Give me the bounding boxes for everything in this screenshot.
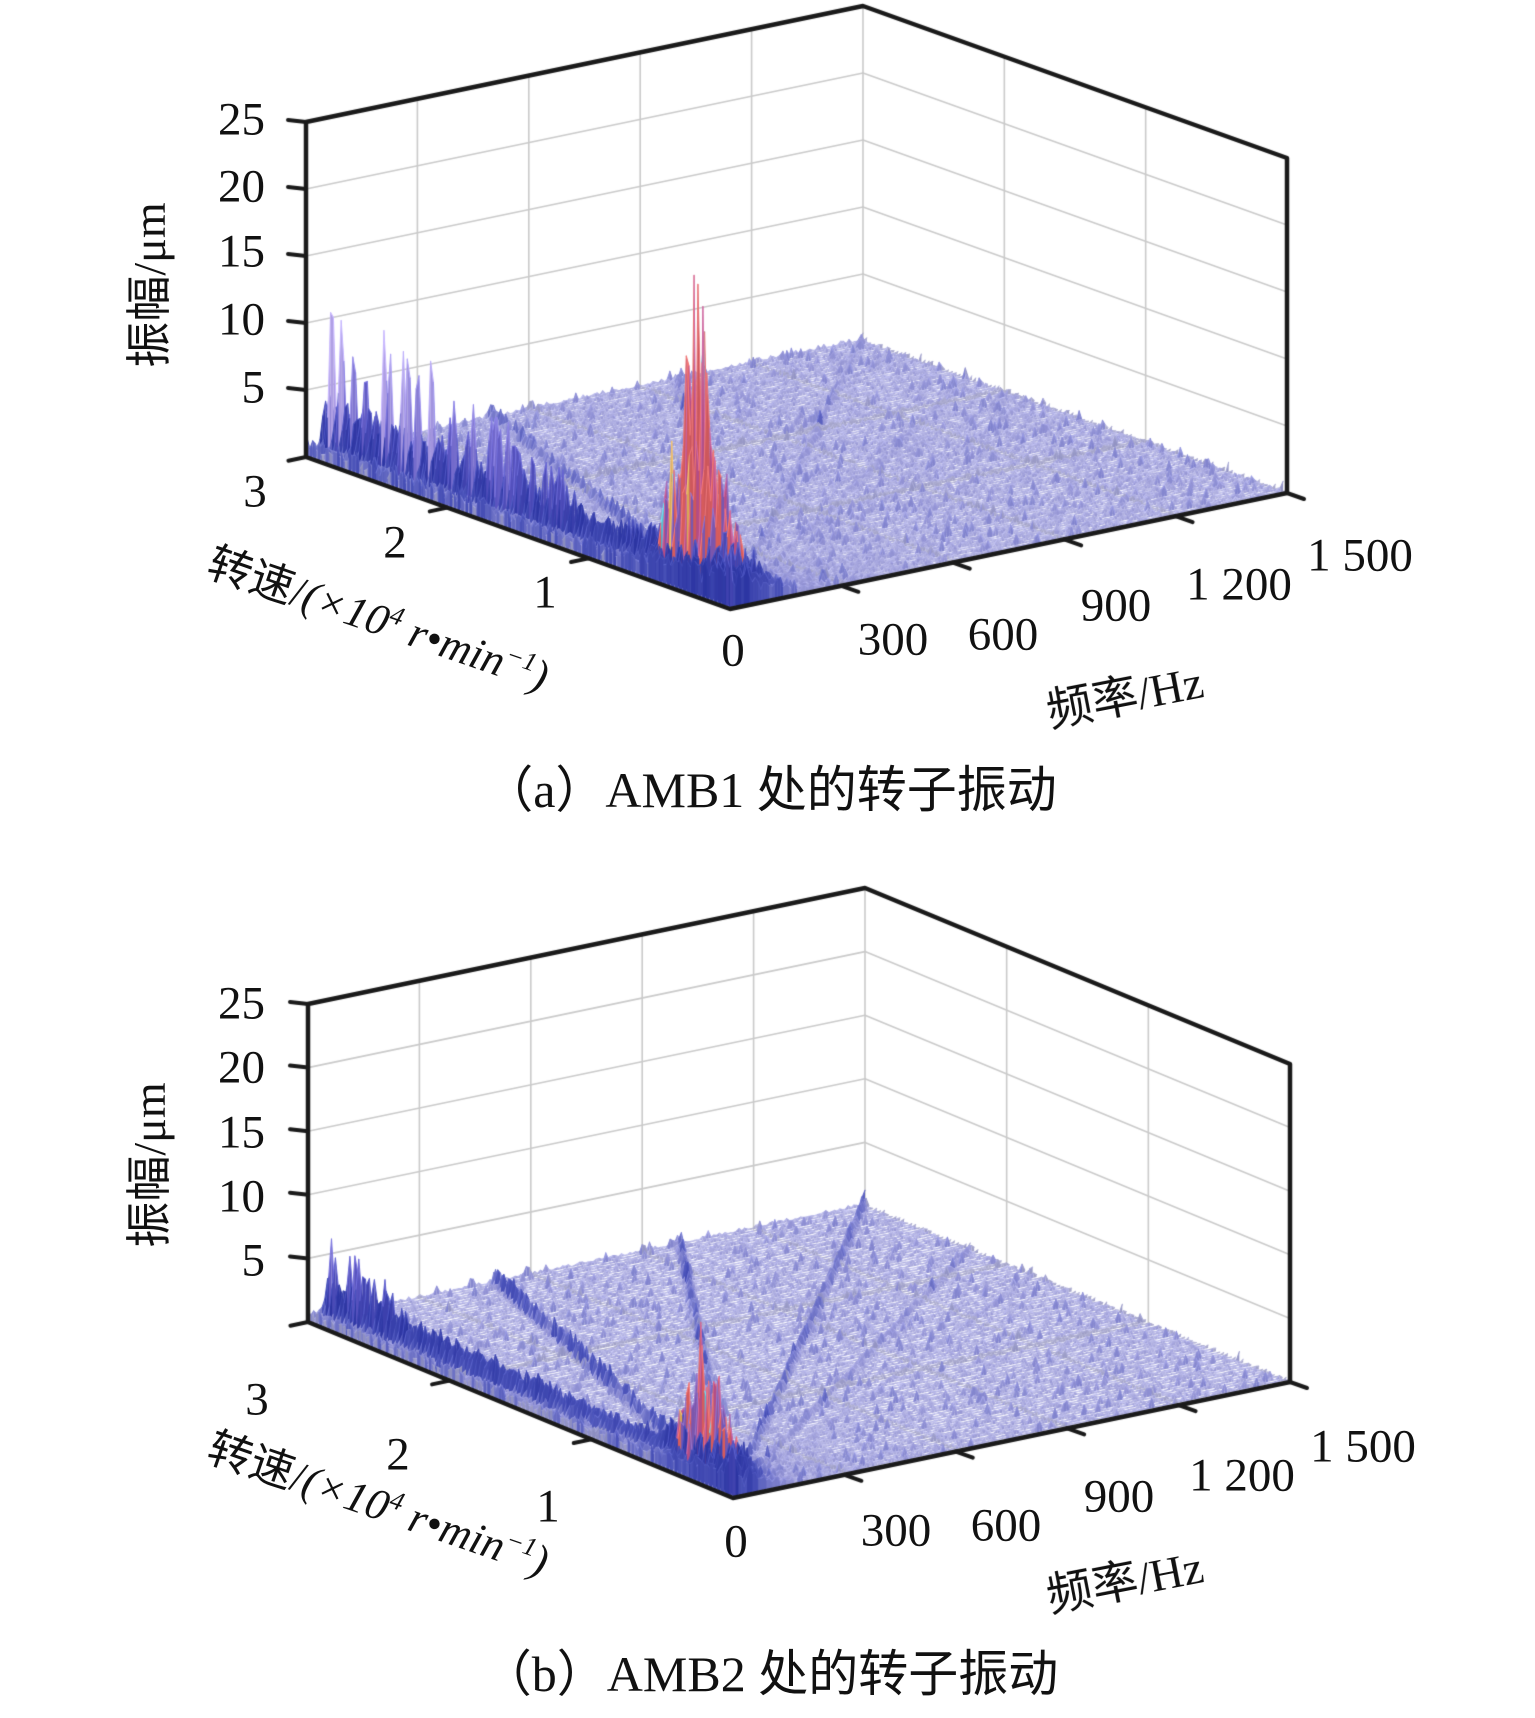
speed-tick-label: 2 xyxy=(386,1428,410,1481)
freq-tick-label: 0 xyxy=(724,1515,748,1568)
z-tick-label: 25 xyxy=(218,977,265,1030)
freq-tick-label: 0 xyxy=(721,624,745,677)
freq-tick-label: 1 500 xyxy=(1310,1420,1416,1473)
freq-tick-label: 1 500 xyxy=(1307,529,1413,582)
z-tick-label: 15 xyxy=(218,225,265,278)
freq-tick-label: 900 xyxy=(1083,1470,1155,1523)
z-tick-label: 10 xyxy=(218,293,265,346)
speed-tick-label: 1 xyxy=(533,566,557,619)
freq-tick-label: 300 xyxy=(860,1504,932,1557)
freq-tick-label: 600 xyxy=(967,608,1039,661)
freq-tick-label: 1 200 xyxy=(1186,558,1292,611)
z-tick-label: 5 xyxy=(241,361,266,414)
z-tick-label: 10 xyxy=(218,1170,265,1223)
freq-tick-label: 300 xyxy=(857,613,929,666)
speed-tick-label: 2 xyxy=(383,516,407,569)
z-tick-label: 15 xyxy=(218,1106,265,1159)
caption-a: （a）AMB1 处的转子振动 xyxy=(483,762,1057,818)
freq-tick-label: 1 200 xyxy=(1189,1449,1295,1502)
freq-tick-label: 900 xyxy=(1080,579,1152,632)
speed-tick-label: 3 xyxy=(243,465,267,518)
freq-tick-label: 600 xyxy=(970,1499,1042,1552)
z-tick-label: 25 xyxy=(218,93,265,146)
z-axis-label-b: 振幅/μm xyxy=(124,1082,175,1248)
speed-tick-label: 1 xyxy=(536,1480,560,1533)
z-tick-label: 20 xyxy=(218,160,265,213)
caption-b: （b）AMB2 处的转子振动 xyxy=(481,1646,1059,1702)
z-axis-label-a: 振幅/μm xyxy=(124,202,175,368)
z-tick-label: 20 xyxy=(218,1041,265,1094)
z-tick-label: 5 xyxy=(241,1234,266,1287)
speed-tick-label: 3 xyxy=(245,1373,269,1426)
